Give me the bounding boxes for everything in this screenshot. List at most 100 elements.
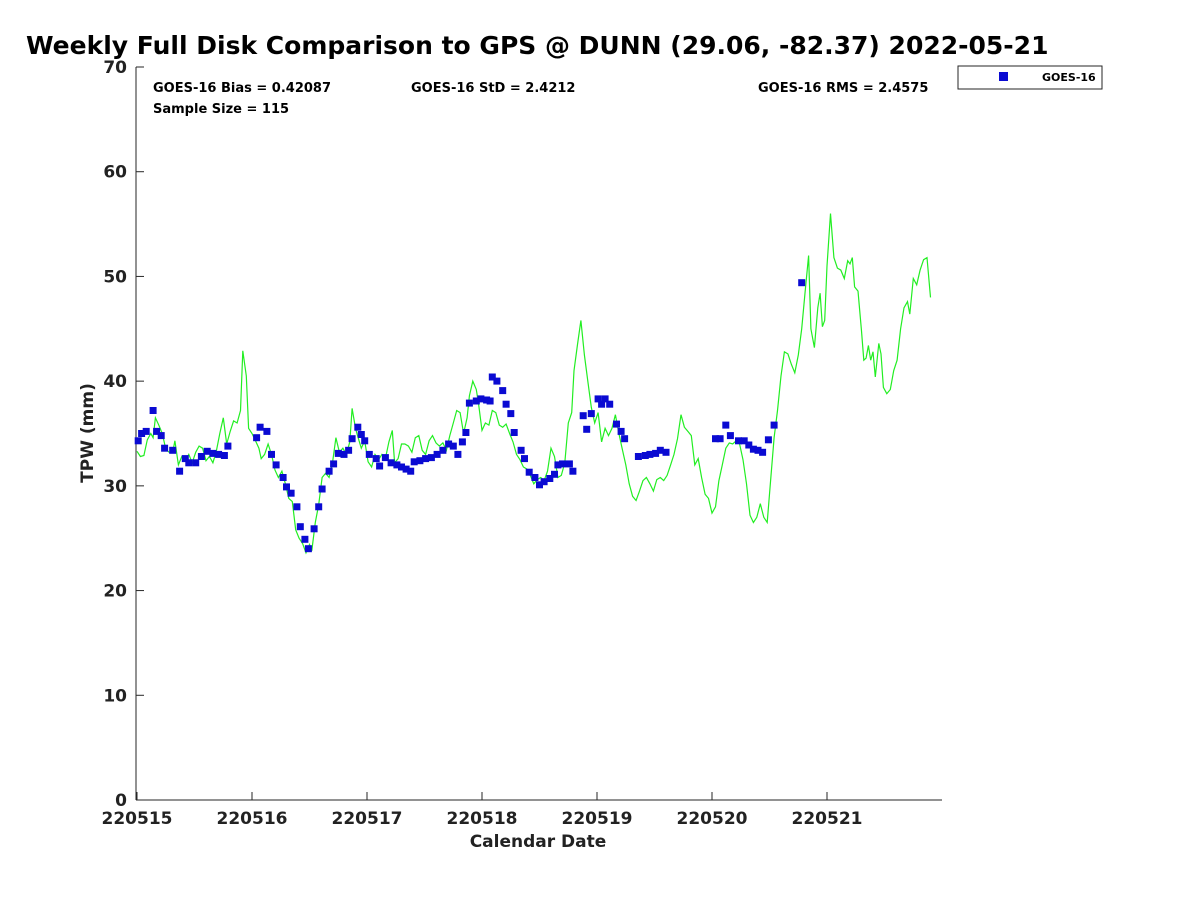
goes-16-point <box>142 427 150 435</box>
y-tick-label: 20 <box>103 582 127 602</box>
goes-16-point <box>192 459 200 467</box>
goes-16-point <box>138 430 146 437</box>
goes-16-point <box>197 453 205 460</box>
y-tick-label: 10 <box>103 686 127 706</box>
goes-16-point <box>301 535 309 543</box>
goes-16-point <box>652 449 660 457</box>
goes-16-point <box>458 438 466 446</box>
goes-16-point <box>410 458 418 466</box>
goes-16-point <box>722 421 730 429</box>
goes-16-point <box>381 454 389 462</box>
goes-16-point <box>325 467 333 475</box>
x-tick-label: 220521 <box>792 809 863 829</box>
goes-16-point <box>134 437 142 445</box>
goes-16-point <box>502 400 510 408</box>
goes-16-point <box>601 395 609 403</box>
x-tick-label: 220520 <box>677 809 748 829</box>
goes-16-point <box>559 460 566 468</box>
y-axis-label: TPW (mm) <box>78 383 98 483</box>
goes-16-point <box>764 436 772 444</box>
goes-16-point <box>493 377 501 385</box>
goes-16-point <box>551 470 558 478</box>
goes-16-point <box>569 467 577 475</box>
goes-16-point <box>583 425 591 433</box>
goes-16-point <box>340 450 348 458</box>
goes-16-point <box>372 455 380 463</box>
goes-16-point <box>153 427 161 435</box>
goes-16-point <box>402 465 410 473</box>
goes-16-point <box>157 432 165 440</box>
goes-16-series <box>134 279 806 553</box>
goes-16-point <box>716 435 724 443</box>
goes-16-point <box>407 467 415 475</box>
goes-16-point <box>521 455 528 463</box>
goes-16-point <box>726 432 734 440</box>
goes-16-point <box>536 481 543 489</box>
goes-16-point <box>161 444 169 452</box>
goes-16-point <box>472 397 480 405</box>
goes-16-point <box>224 442 232 450</box>
y-tick-label: 60 <box>103 163 127 183</box>
goes-16-point <box>735 437 742 445</box>
goes-16-point <box>499 387 507 395</box>
goes-16-point <box>330 460 338 468</box>
goes-16-point <box>641 452 649 459</box>
goes-16-point <box>376 462 384 470</box>
goes-16-point <box>621 435 629 443</box>
goes-16-point <box>540 478 548 486</box>
goes-16-point <box>268 450 275 458</box>
goes-16-point <box>345 446 353 454</box>
goes-16-point <box>304 545 312 553</box>
bias-stat: GOES-16 Bias = 0.42087 <box>153 81 331 96</box>
goes-16-point <box>393 461 401 469</box>
goes-16-point <box>334 449 342 457</box>
legend: GOES-16 <box>957 65 1103 90</box>
goes-16-point <box>656 446 664 454</box>
legend-label: GOES-16 <box>1042 71 1096 84</box>
goes-16-point <box>477 395 485 403</box>
goes-16-point <box>176 467 184 475</box>
goes-16-point <box>169 446 177 454</box>
goes-16-point <box>754 446 762 454</box>
goes-16-point <box>531 474 539 481</box>
x-ticks: 220515 220516 220517 220518 220519 220520 2205… <box>102 792 863 829</box>
chart-title: Weekly Full Disk Comparison to GPS @ DUN… <box>26 31 1048 60</box>
goes-16-point <box>462 429 470 436</box>
goes-16-point <box>398 463 405 471</box>
goes-16-point <box>486 397 494 405</box>
goes-16-point <box>445 440 453 448</box>
goes-16-point <box>263 427 271 435</box>
goes-16-point <box>613 420 620 428</box>
goes-16-point <box>149 407 157 414</box>
goes-16-point <box>488 373 496 381</box>
gps-series-line <box>136 213 932 555</box>
goes-16-point <box>279 474 287 481</box>
x-tick-label: 220516 <box>217 809 288 829</box>
legend-marker <box>999 72 1008 81</box>
goes-16-point <box>315 503 323 511</box>
goes-16-point <box>348 435 356 443</box>
goes-16-point <box>579 412 587 420</box>
goes-16-point <box>272 461 280 469</box>
goes-16-point <box>798 279 806 287</box>
goes-16-point <box>517 446 525 454</box>
goes-16-point <box>387 459 395 467</box>
legend-box <box>957 65 1103 90</box>
goes-16-point <box>565 460 573 468</box>
goes-16-point <box>749 445 757 453</box>
goes-16-point <box>203 447 211 455</box>
goes-16-point <box>365 450 373 458</box>
goes-16-point <box>209 449 217 457</box>
goes-16-point <box>759 448 767 456</box>
goes-16-point <box>310 525 318 533</box>
y-tick-label: 70 <box>103 58 127 78</box>
goes-16-point <box>439 446 447 454</box>
goes-16-point <box>427 454 435 462</box>
goes-16-point <box>253 434 261 442</box>
gps-series <box>136 213 932 555</box>
y-tick-label: 0 <box>115 791 127 811</box>
goes-16-point <box>662 448 670 456</box>
goes-16-point <box>745 441 753 449</box>
goes-16-point <box>646 450 654 458</box>
